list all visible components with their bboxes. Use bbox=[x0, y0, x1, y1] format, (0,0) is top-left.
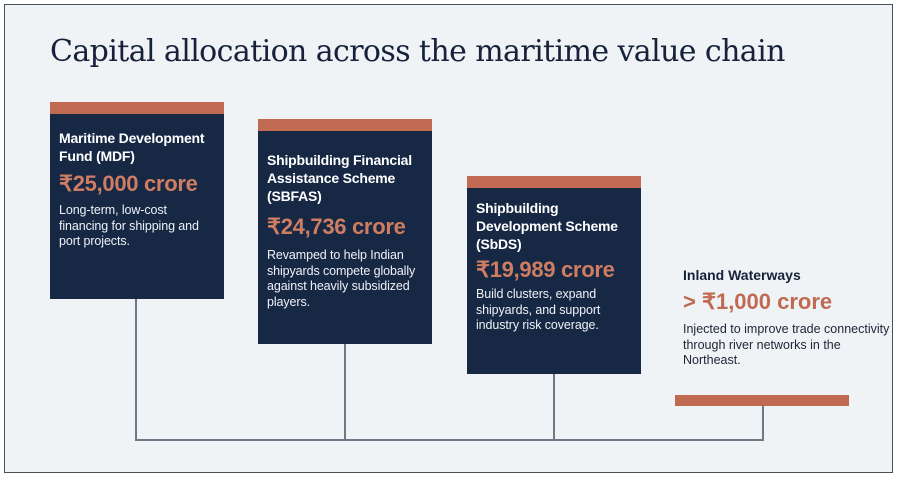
connector-inland bbox=[762, 406, 764, 441]
card-description: Long-term, low-cost financing for shippi… bbox=[59, 203, 199, 248]
card-description: Revamped to help Indian shipyards compet… bbox=[267, 248, 416, 309]
connector-sbfas bbox=[344, 343, 346, 441]
card-amount: ₹24,736 crore bbox=[267, 214, 406, 239]
diagram-title: Capital allocation across the maritime v… bbox=[50, 34, 785, 69]
card-amount: ₹19,989 crore bbox=[476, 257, 615, 282]
card-accent-bar bbox=[675, 395, 849, 406]
connector-sbds bbox=[553, 373, 555, 441]
card-inland-waterways: Inland Waterways > ₹1,000 crore Injected… bbox=[683, 266, 893, 369]
card-accent-bar bbox=[258, 119, 432, 131]
card-name: Maritime Development Fund (MDF) bbox=[59, 130, 205, 164]
card-description: Build clusters, expand shipyards, and su… bbox=[476, 287, 601, 332]
card-accent-bar bbox=[50, 102, 224, 114]
card-amount: ₹25,000 crore bbox=[59, 171, 198, 196]
card-name: Shipbuilding Financial Assistance Scheme… bbox=[267, 152, 412, 204]
card-sbfas: Shipbuilding Financial Assistance Scheme… bbox=[258, 119, 432, 344]
card-name: Inland Waterways bbox=[683, 267, 801, 283]
connector-mdf bbox=[135, 298, 137, 441]
card-sbds: Shipbuilding Development Scheme (SbDS) ₹… bbox=[467, 176, 641, 374]
card-mdf: Maritime Development Fund (MDF) ₹25,000 … bbox=[50, 102, 224, 299]
card-amount: > ₹1,000 crore bbox=[683, 289, 833, 314]
card-name: Shipbuilding Development Scheme (SbDS) bbox=[476, 200, 618, 252]
connector-horizontal bbox=[135, 439, 764, 441]
card-accent-bar bbox=[467, 176, 641, 188]
card-description: Injected to improve trade connectivity t… bbox=[683, 322, 890, 367]
